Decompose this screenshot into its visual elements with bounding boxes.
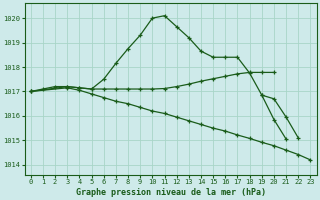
X-axis label: Graphe pression niveau de la mer (hPa): Graphe pression niveau de la mer (hPa) — [76, 188, 266, 197]
